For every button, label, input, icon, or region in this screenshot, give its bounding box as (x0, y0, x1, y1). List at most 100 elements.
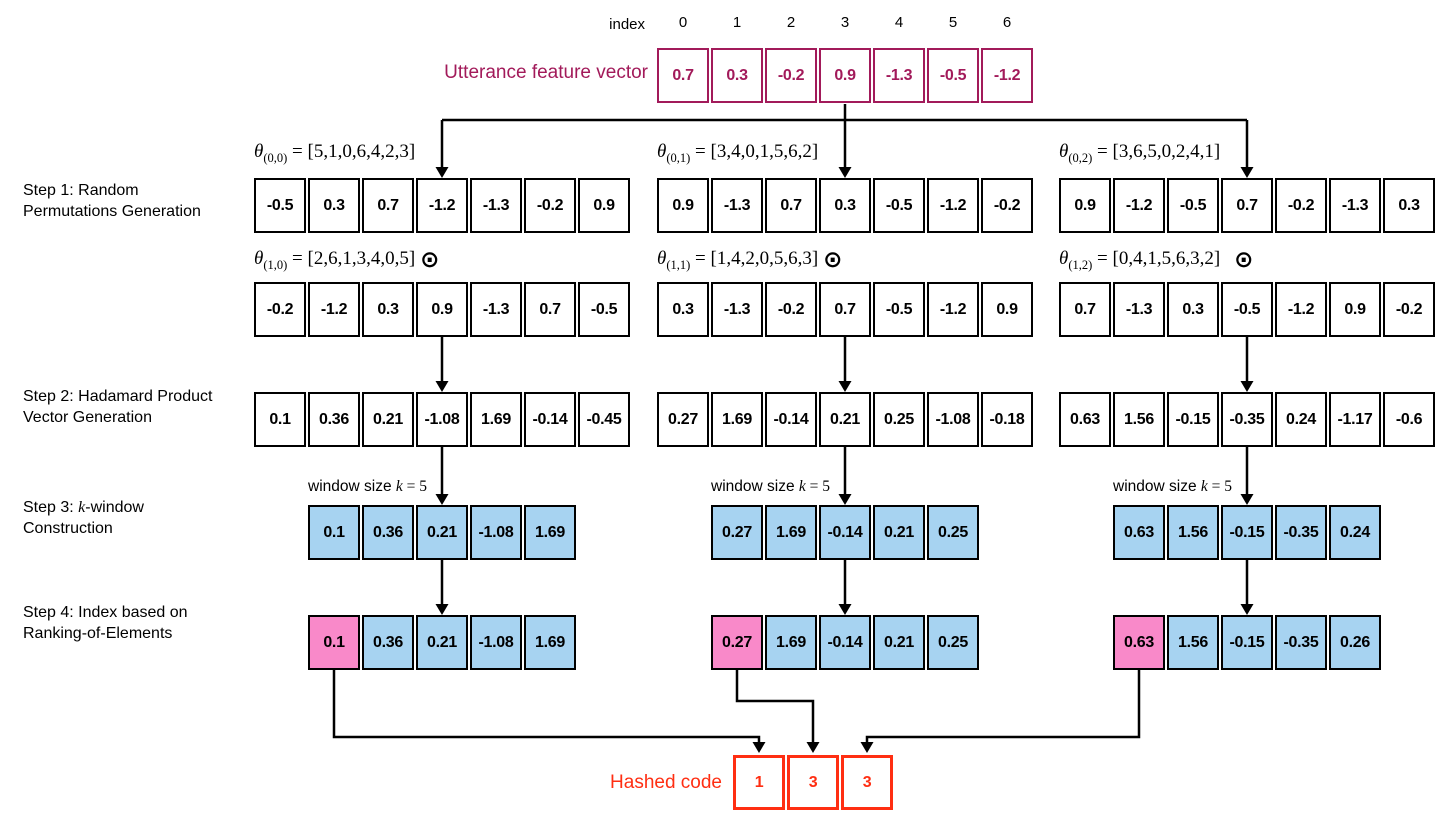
ranked-cell: -0.14 (819, 615, 871, 670)
perm-label-top-col3: θ(0,2) = [3,6,5,0,2,4,1] (1059, 141, 1221, 165)
vector-cell: -1.2 (1113, 178, 1165, 233)
ranked-cell: 0.21 (416, 615, 468, 670)
ranked-cell: 0.27 (711, 615, 763, 670)
vector-cell: 0.7 (1221, 178, 1273, 233)
window-cell: -0.14 (819, 505, 871, 560)
ranked-cell: -1.08 (470, 615, 522, 670)
window-row-col1: 0.1 0.36 0.21 -1.08 1.69 (308, 505, 576, 560)
window-size-label-col3: window size k = 5 (1113, 478, 1233, 495)
vector-cell: 0.3 (819, 178, 871, 233)
window-cell: 1.56 (1167, 505, 1219, 560)
vector-cell: 0.21 (362, 392, 414, 447)
window-cell: -0.15 (1221, 505, 1273, 560)
vector-cell: -1.2 (416, 178, 468, 233)
permuted-row1-col1: -0.5 0.3 0.7 -1.2 -1.3 -0.2 0.9 (254, 178, 630, 233)
vector-cell: 0.24 (1275, 392, 1327, 447)
window-size-label-col2: window size k = 5 (711, 478, 831, 495)
index-label: index (609, 16, 645, 33)
index-number: 1 (732, 14, 742, 31)
window-cell: 0.36 (362, 505, 414, 560)
vector-cell: 1.69 (470, 392, 522, 447)
hashed-code-label: Hashed code (610, 772, 722, 793)
ranked-row-col3: 0.63 1.56 -0.15 -0.35 0.26 (1113, 615, 1381, 670)
vector-cell: -0.35 (1221, 392, 1273, 447)
vector-cell: -1.3 (711, 282, 763, 337)
vector-cell: -0.2 (765, 282, 817, 337)
feature-vector-cell: 0.3 (711, 48, 763, 103)
vector-cell: -0.18 (981, 392, 1033, 447)
vector-cell: -1.2 (308, 282, 360, 337)
vector-cell: -0.5 (254, 178, 306, 233)
hadamard-product-icon: ⊙ (1234, 247, 1254, 273)
feature-vector-label: Utterance feature vector (444, 62, 648, 83)
hadamard-row-col3: 0.63 1.56 -0.15 -0.35 0.24 -1.17 -0.6 (1059, 392, 1435, 447)
vector-cell: 0.3 (657, 282, 709, 337)
vector-cell: 0.63 (1059, 392, 1111, 447)
vector-cell: -0.2 (1383, 282, 1435, 337)
vector-cell: 0.9 (657, 178, 709, 233)
vector-cell: 1.56 (1113, 392, 1165, 447)
feature-vector-cell: -0.2 (765, 48, 817, 103)
vector-cell: 0.21 (819, 392, 871, 447)
vector-cell: -0.5 (1167, 178, 1219, 233)
ranked-cell: 0.26 (1329, 615, 1381, 670)
window-cell: 1.69 (524, 505, 576, 560)
ranked-row-col2: 0.27 1.69 -0.14 0.21 0.25 (711, 615, 979, 670)
ranked-cell: 0.21 (873, 615, 925, 670)
ranked-cell: 1.56 (1167, 615, 1219, 670)
feature-vector-cell: -1.2 (981, 48, 1033, 103)
vector-cell: -0.15 (1167, 392, 1219, 447)
index-number: 6 (1002, 14, 1012, 31)
hadamard-row-col2: 0.27 1.69 -0.14 0.21 0.25 -1.08 -0.18 (657, 392, 1033, 447)
permuted-row2-col1: -0.2 -1.2 0.3 0.9 -1.3 0.7 -0.5 (254, 282, 630, 337)
vector-cell: 0.27 (657, 392, 709, 447)
hashed-code-cell: 3 (787, 755, 839, 810)
perm-label-bottom-col1: θ(1,0) = [2,6,1,3,4,0,5] ⊙ (254, 247, 440, 273)
window-cell: -1.08 (470, 505, 522, 560)
vector-cell: 0.9 (1059, 178, 1111, 233)
index-number: 0 (678, 14, 688, 31)
window-size-label-col1: window size k = 5 (308, 478, 428, 495)
vector-cell: -0.2 (981, 178, 1033, 233)
step2-label: Step 2: Hadamard Product Vector Generati… (23, 388, 213, 426)
ranked-cell: 0.25 (927, 615, 979, 670)
ranked-cell: -0.35 (1275, 615, 1327, 670)
vector-cell: 0.3 (1167, 282, 1219, 337)
perm-label-bottom-col2: θ(1,1) = [1,4,2,0,5,6,3] ⊙ (657, 247, 843, 273)
ranked-cell: 0.1 (308, 615, 360, 670)
step4-label: Step 4: Index based on Ranking-of-Elemen… (23, 604, 188, 642)
vector-cell: -1.08 (416, 392, 468, 447)
permuted-row2-col3: 0.7 -1.3 0.3 -0.5 -1.2 0.9 -0.2 (1059, 282, 1435, 337)
vector-cell: 0.7 (362, 178, 414, 233)
vector-cell: -0.2 (1275, 178, 1327, 233)
vector-cell: 0.7 (765, 178, 817, 233)
window-cell: -0.35 (1275, 505, 1327, 560)
index-number: 2 (786, 14, 796, 31)
vector-cell: 0.3 (362, 282, 414, 337)
ranked-cell: -0.15 (1221, 615, 1273, 670)
permuted-row1-col2: 0.9 -1.3 0.7 0.3 -0.5 -1.2 -0.2 (657, 178, 1033, 233)
window-cell: 0.63 (1113, 505, 1165, 560)
step1-label: Step 1: Random Permutations Generation (23, 182, 201, 220)
vector-cell: -1.08 (927, 392, 979, 447)
vector-cell: 0.7 (819, 282, 871, 337)
index-number: 3 (840, 14, 850, 31)
ranked-cell: 0.63 (1113, 615, 1165, 670)
vector-cell: -0.5 (873, 178, 925, 233)
window-cell: 0.21 (873, 505, 925, 560)
hadamard-row-col1: 0.1 0.36 0.21 -1.08 1.69 -0.14 -0.45 (254, 392, 630, 447)
vector-cell: 0.36 (308, 392, 360, 447)
vector-cell: -0.2 (254, 282, 306, 337)
vector-cell: 0.9 (578, 178, 630, 233)
perm-label-top-col1: θ(0,0) = [5,1,0,6,4,2,3] (254, 141, 416, 165)
hadamard-product-icon: ⊙ (420, 247, 440, 273)
window-row-col2: 0.27 1.69 -0.14 0.21 0.25 (711, 505, 979, 560)
window-cell: 0.1 (308, 505, 360, 560)
vector-cell: 0.3 (1383, 178, 1435, 233)
window-cell: 0.24 (1329, 505, 1381, 560)
vector-cell: -0.45 (578, 392, 630, 447)
window-row-col3: 0.63 1.56 -0.15 -0.35 0.24 (1113, 505, 1381, 560)
